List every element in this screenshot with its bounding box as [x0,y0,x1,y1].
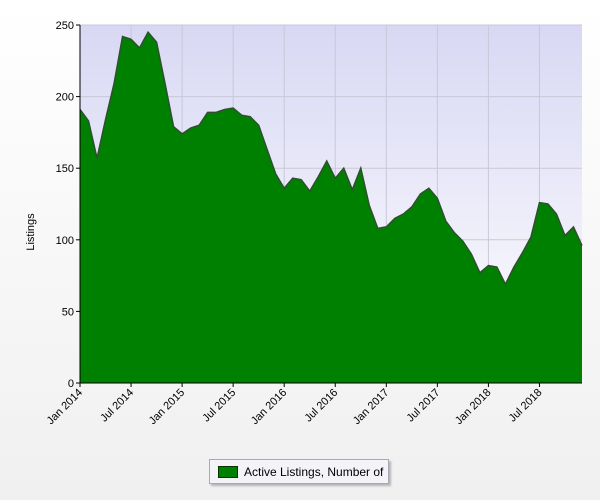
area-series [79,30,583,383]
x-tick-label: Jul 2018 [507,387,545,425]
area-fill [80,32,582,383]
legend: Active Listings, Number of [209,459,389,484]
y-tick-label: 150 [56,163,74,175]
y-tick-label: 250 [56,20,74,32]
y-tick-label: 200 [56,92,74,104]
area-line [79,30,583,286]
chart-area: 0 50 100 150 200 250 Jan 2014 Jul 2014 Jan 2015… [25,20,583,427]
x-tick-label: Jan 2015 [147,387,187,427]
x-tick-label: Jul 2015 [200,387,238,425]
y-tick-label: 100 [56,235,74,247]
y-tick-label: 50 [62,306,74,318]
y-axis-title: Listings [25,213,37,251]
y-axis-tick-labels: 0 50 100 150 200 250 [56,20,80,390]
x-tick-label: Jan 2014 [45,387,85,427]
x-tick-label: Jul 2016 [302,387,340,425]
x-tick-label: Jan 2018 [453,387,493,427]
axes [79,25,582,384]
y-tick-label: 0 [68,378,74,390]
legend-swatch [218,465,238,478]
x-tick-label: Jul 2014 [98,387,136,425]
x-tick-label: Jan 2016 [249,387,289,427]
x-tick-label: Jan 2017 [351,387,391,427]
x-axis-tick-labels: Jan 2014 Jul 2014 Jan 2015 Jul 2015 Jan 2016… [45,383,545,427]
x-tick-label: Jul 2017 [405,387,443,425]
legend-label: Active Listings, Number of [244,464,384,479]
